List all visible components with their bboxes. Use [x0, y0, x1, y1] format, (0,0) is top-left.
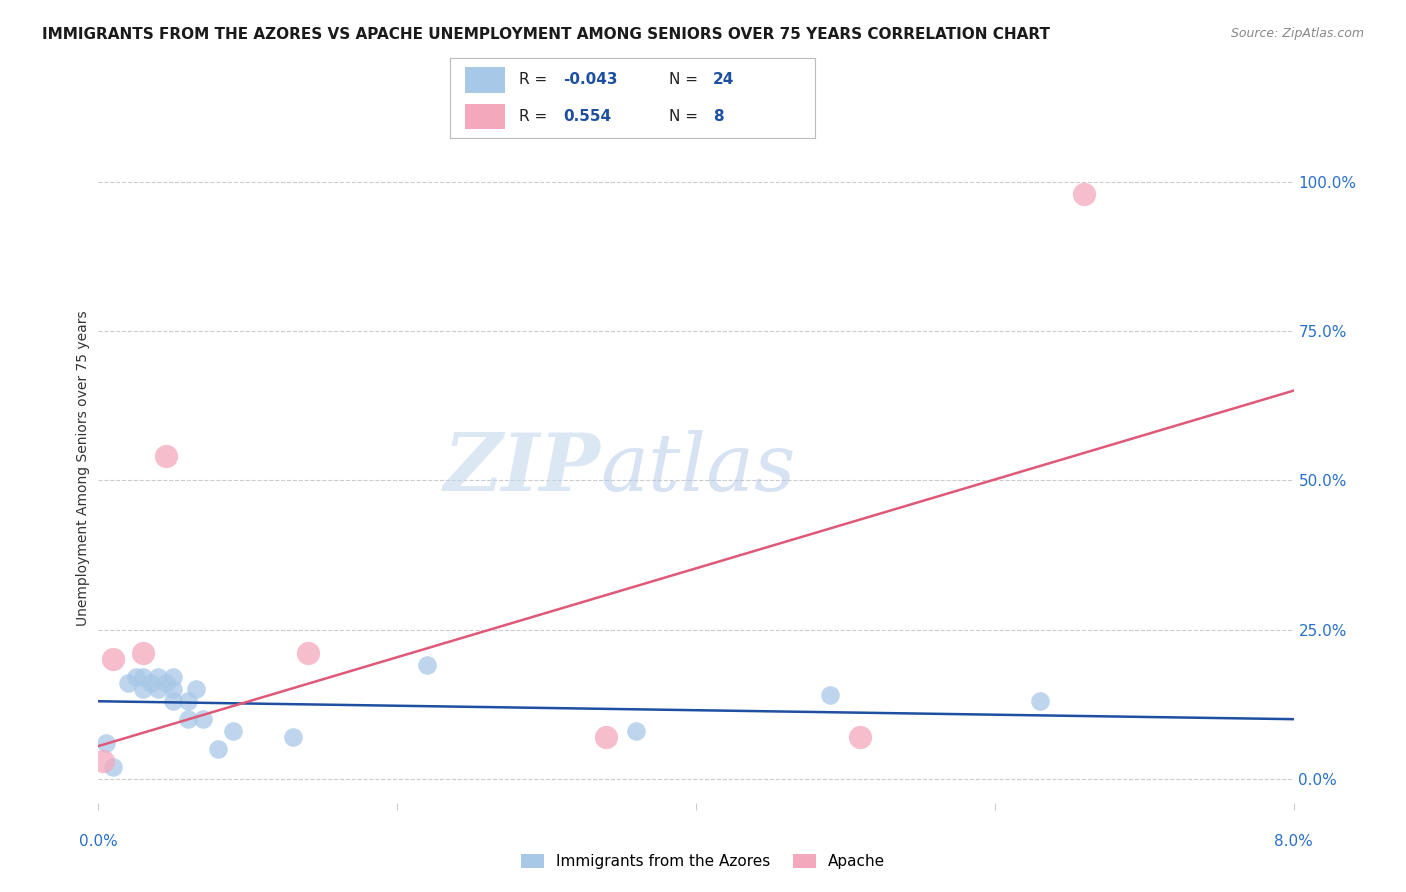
Point: [162, 670, 184, 684]
Text: 0.554: 0.554: [564, 109, 612, 124]
Text: 24: 24: [713, 72, 734, 87]
Point: [162, 694, 184, 708]
Text: R =: R =: [519, 109, 557, 124]
Point: [91, 754, 114, 768]
Point: [117, 676, 139, 690]
Point: [132, 670, 155, 684]
Point: [155, 450, 177, 464]
Point: [820, 688, 842, 702]
Point: [148, 682, 170, 697]
Point: [148, 670, 170, 684]
Legend: Immigrants from the Azores, Apache: Immigrants from the Azores, Apache: [515, 848, 891, 875]
Point: [94, 736, 117, 750]
Text: N =: N =: [669, 109, 709, 124]
Point: [177, 694, 200, 708]
Text: R =: R =: [519, 72, 553, 87]
Text: -0.043: -0.043: [564, 72, 617, 87]
Point: [281, 730, 304, 744]
Point: [162, 682, 184, 697]
Text: IMMIGRANTS FROM THE AZORES VS APACHE UNEMPLOYMENT AMONG SENIORS OVER 75 YEARS CO: IMMIGRANTS FROM THE AZORES VS APACHE UNE…: [42, 27, 1050, 42]
Point: [184, 682, 207, 697]
Text: 0.0%: 0.0%: [79, 834, 118, 849]
Text: ZIP: ZIP: [443, 430, 600, 507]
Text: 8: 8: [713, 109, 724, 124]
Point: [207, 742, 229, 756]
Point: [132, 647, 155, 661]
Point: [849, 730, 872, 744]
Bar: [464, 67, 505, 93]
Point: [177, 712, 200, 726]
Text: N =: N =: [669, 72, 703, 87]
Point: [222, 724, 245, 739]
Point: [624, 724, 647, 739]
Point: [416, 658, 439, 673]
Text: atlas: atlas: [600, 430, 796, 507]
Point: [191, 712, 214, 726]
Point: [595, 730, 617, 744]
Y-axis label: Unemployment Among Seniors over 75 years: Unemployment Among Seniors over 75 years: [76, 310, 90, 626]
Bar: [464, 103, 505, 129]
Point: [125, 670, 148, 684]
Point: [139, 676, 162, 690]
Text: 8.0%: 8.0%: [1274, 834, 1313, 849]
Point: [297, 647, 319, 661]
Point: [155, 676, 177, 690]
Point: [1028, 694, 1050, 708]
Text: Source: ZipAtlas.com: Source: ZipAtlas.com: [1230, 27, 1364, 40]
Point: [103, 760, 125, 774]
Point: [103, 652, 125, 666]
Point: [1073, 186, 1095, 201]
Point: [132, 682, 155, 697]
